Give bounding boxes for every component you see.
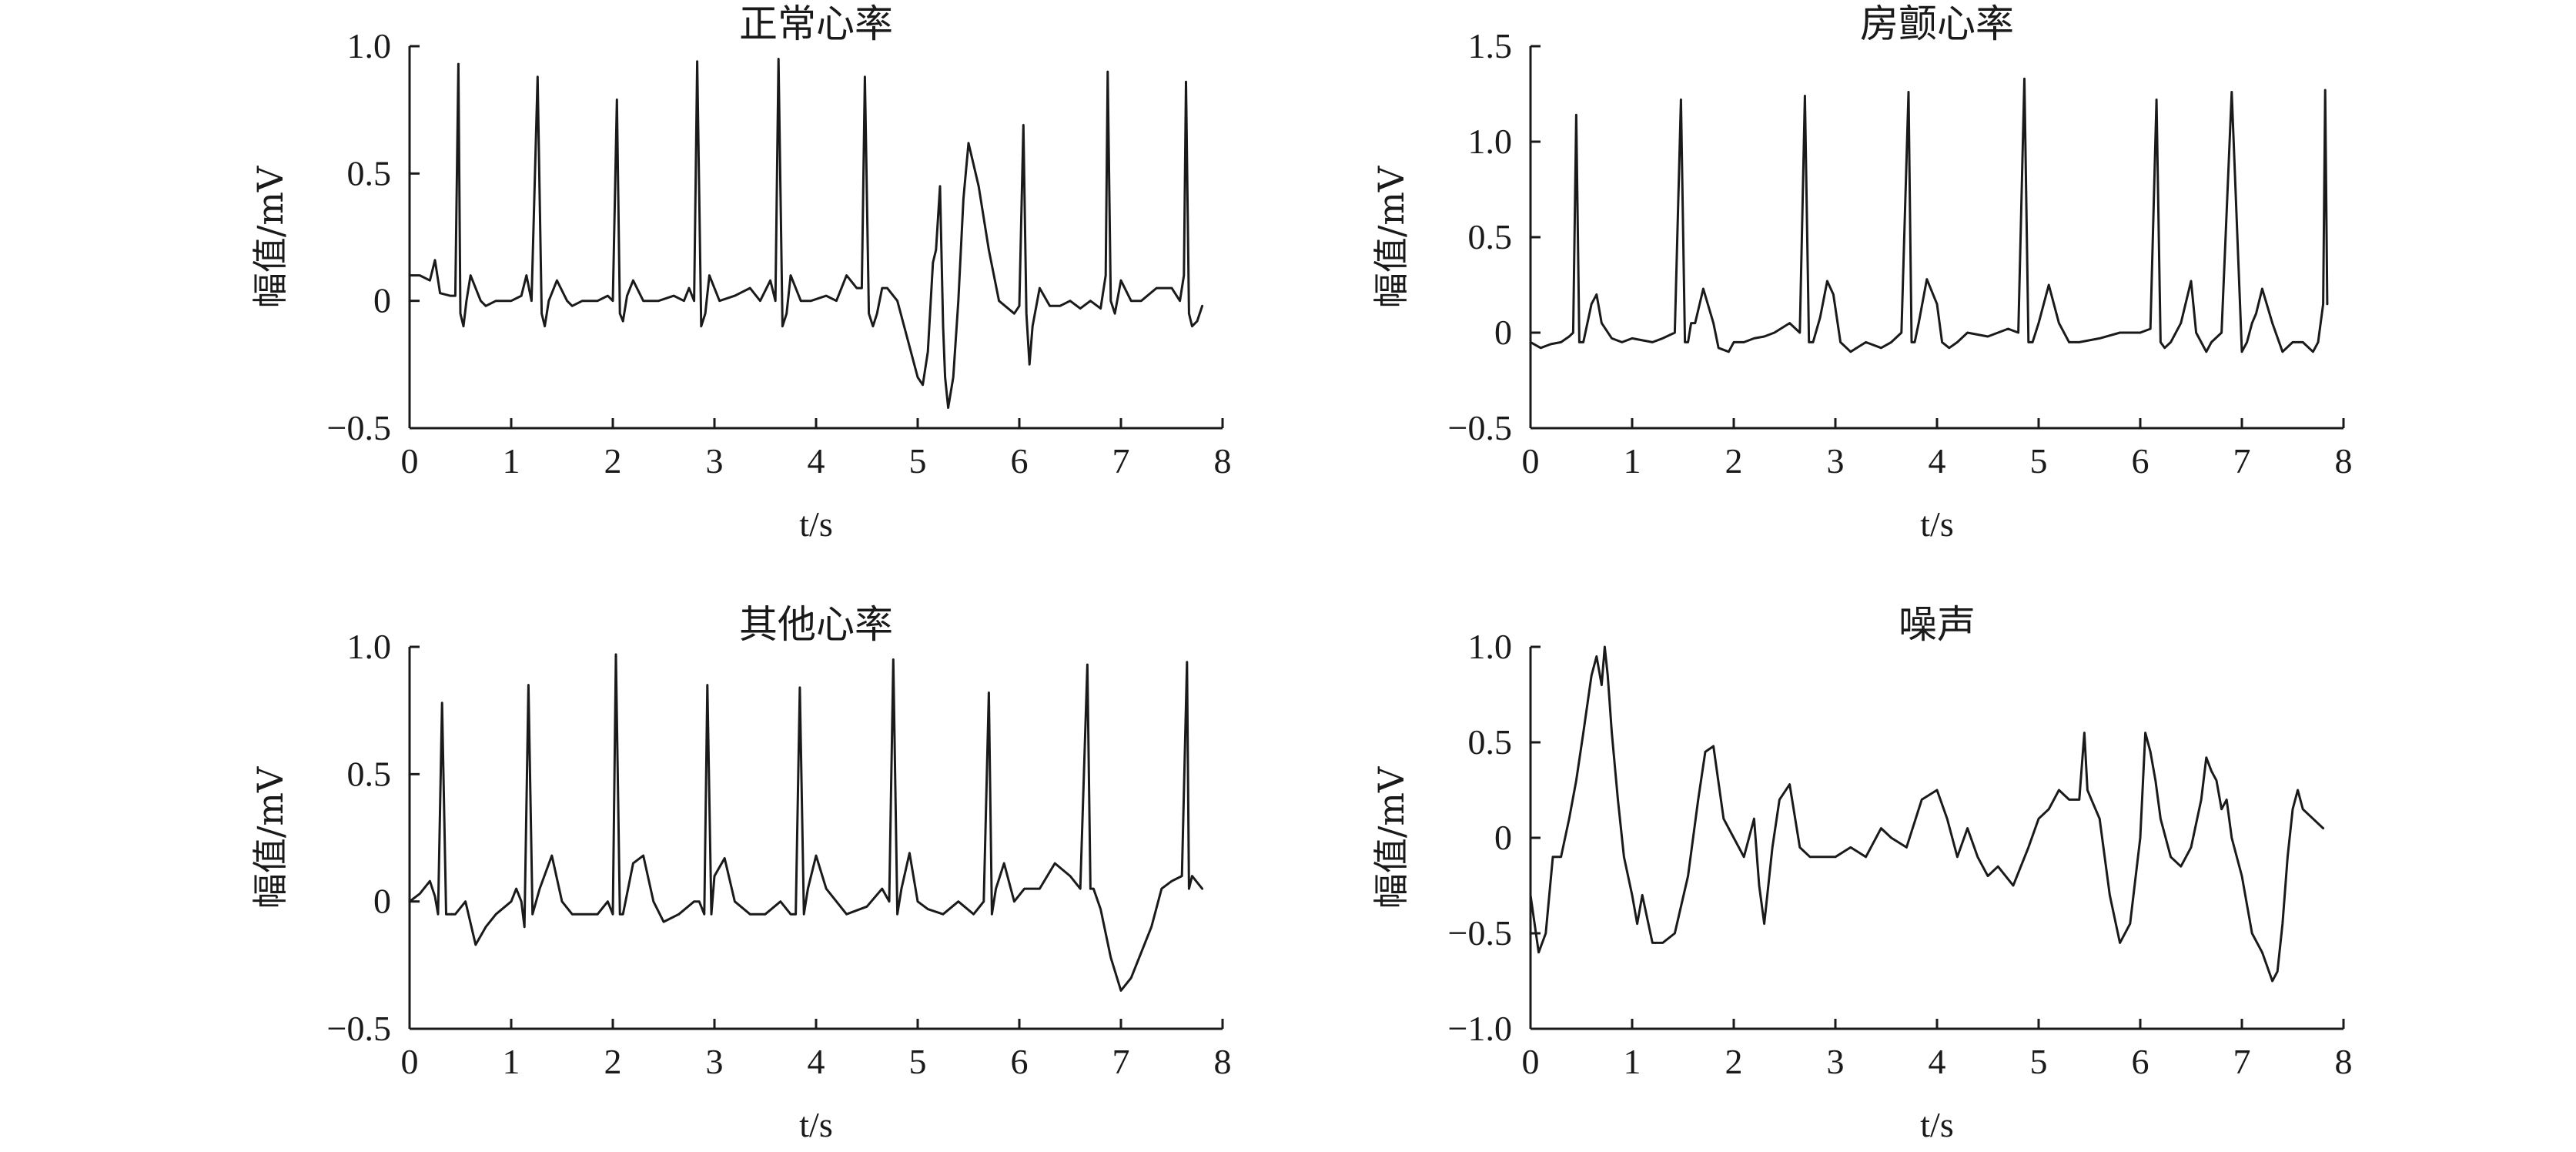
x-tick-label: 8 xyxy=(1214,1042,1232,1081)
x-tick-label: 0 xyxy=(401,1042,419,1081)
x-tick-label: 3 xyxy=(706,1042,724,1081)
x-tick-label: 7 xyxy=(2233,1042,2251,1081)
y-tick-label: −0.5 xyxy=(327,1009,391,1048)
y-axis-label: 幅值/mV xyxy=(1370,766,1412,909)
y-tick-label: 0 xyxy=(1494,818,1512,857)
x-tick-label: 4 xyxy=(808,441,825,481)
x-axis-label: t/s xyxy=(1920,1105,1953,1144)
y-tick-label: 1.0 xyxy=(1468,627,1513,666)
y-tick-label: 1.0 xyxy=(1468,122,1513,161)
y-tick-label: −0.5 xyxy=(1448,913,1512,953)
x-tick-label: 5 xyxy=(2030,441,2048,481)
x-tick-label: 5 xyxy=(2030,1042,2048,1081)
x-tick-label: 6 xyxy=(1011,441,1029,481)
x-tick-label: 0 xyxy=(401,441,419,481)
y-tick-label: −0.5 xyxy=(327,408,391,447)
x-tick-label: 4 xyxy=(1929,441,1946,481)
series-line-1 xyxy=(408,653,1204,992)
x-tick-label: 7 xyxy=(1112,441,1130,481)
x-axis-label: t/s xyxy=(1920,504,1953,544)
chart-title: 噪声 xyxy=(1899,602,1975,647)
x-tick-label: 6 xyxy=(2132,1042,2149,1081)
x-tick-label: 7 xyxy=(2233,441,2251,481)
x-tick-label: 2 xyxy=(604,1042,622,1081)
chart-title: 正常心率 xyxy=(739,2,893,46)
series-line-1 xyxy=(1529,77,2329,353)
chart-title: 其他心率 xyxy=(739,602,893,647)
x-tick-label: 0 xyxy=(1522,1042,1540,1081)
y-tick-label: 0.5 xyxy=(1468,722,1513,762)
y-tick-label: −1.0 xyxy=(1448,1009,1512,1048)
x-tick-label: 1 xyxy=(1624,441,1641,481)
x-tick-label: 4 xyxy=(808,1042,825,1081)
x-tick-label: 8 xyxy=(2335,441,2353,481)
series-line-1 xyxy=(1529,645,2325,983)
y-tick-label: 1.5 xyxy=(1468,26,1513,65)
y-tick-label: −0.5 xyxy=(1448,408,1512,447)
x-axis-label: t/s xyxy=(799,504,832,544)
x-tick-label: 8 xyxy=(1214,441,1232,481)
chart-title: 房颤心率 xyxy=(1860,2,2014,46)
x-tick-label: 1 xyxy=(1624,1042,1641,1081)
y-axis-label: 幅值/mV xyxy=(249,766,291,909)
x-tick-label: 2 xyxy=(1725,441,1743,481)
y-axis-label: 幅值/mV xyxy=(1370,166,1412,308)
y-tick-label: 0 xyxy=(373,882,391,921)
y-tick-label: 0.5 xyxy=(1468,217,1513,256)
y-tick-label: 0.5 xyxy=(347,153,392,193)
x-tick-label: 4 xyxy=(1929,1042,1946,1081)
y-tick-label: 1.0 xyxy=(347,26,392,65)
x-tick-label: 3 xyxy=(1827,1042,1845,1081)
x-tick-label: 1 xyxy=(503,441,520,481)
y-tick-label: 1.0 xyxy=(347,627,392,666)
x-axis-label: t/s xyxy=(799,1105,832,1144)
x-tick-label: 5 xyxy=(909,441,927,481)
x-tick-label: 3 xyxy=(1827,441,1845,481)
x-tick-label: 2 xyxy=(604,441,622,481)
y-tick-label: 0 xyxy=(373,281,391,320)
x-tick-label: 8 xyxy=(2335,1042,2353,1081)
x-tick-label: 1 xyxy=(503,1042,520,1081)
y-tick-label: 0 xyxy=(1494,313,1512,352)
series-line-1 xyxy=(408,58,1204,409)
y-tick-label: 0.5 xyxy=(347,754,392,793)
x-tick-label: 2 xyxy=(1725,1042,1743,1081)
x-tick-label: 6 xyxy=(1011,1042,1029,1081)
y-axis-label: 幅值/mV xyxy=(249,166,291,308)
x-tick-label: 7 xyxy=(1112,1042,1130,1081)
x-tick-label: 3 xyxy=(706,441,724,481)
x-tick-label: 0 xyxy=(1522,441,1540,481)
x-tick-label: 6 xyxy=(2132,441,2149,481)
x-tick-label: 5 xyxy=(909,1042,927,1081)
